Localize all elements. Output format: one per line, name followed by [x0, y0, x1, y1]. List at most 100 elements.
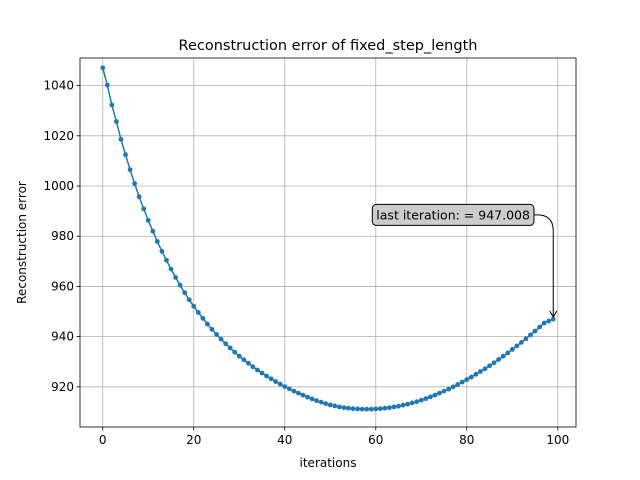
data-point: [350, 406, 356, 412]
data-point: [141, 206, 147, 212]
data-point: [400, 402, 406, 408]
data-point: [518, 340, 524, 345]
x-tick-label: 100: [546, 433, 569, 447]
data-point: [273, 379, 279, 384]
x-tick-label: 60: [368, 433, 383, 447]
data-point: [391, 404, 397, 410]
data-point: [441, 388, 447, 394]
data-point: [200, 315, 206, 321]
data-point: [100, 65, 106, 71]
data-point: [455, 382, 461, 387]
data-point: [250, 364, 256, 370]
data-point: [282, 384, 288, 389]
data-point: [377, 406, 383, 412]
data-point: [241, 357, 247, 363]
data-point: [150, 228, 156, 234]
data-point: [186, 297, 192, 303]
data-point: [173, 274, 178, 280]
y-axis-title: Reconstruction error: [15, 181, 29, 304]
data-point: [473, 371, 479, 377]
data-point: [236, 353, 242, 359]
data-point: [373, 406, 379, 412]
data-point: [168, 266, 174, 272]
data-point: [514, 343, 520, 349]
x-tick-label: 0: [99, 433, 107, 447]
data-point: [437, 390, 442, 396]
data-point: [418, 397, 424, 403]
y-axis-ticks: 920 940 960 980 1000 1020 1040: [43, 79, 80, 394]
x-tick-label: 80: [459, 433, 474, 447]
data-point: [227, 345, 233, 351]
data-point: [537, 324, 542, 330]
data-point: [468, 374, 474, 380]
data-point: [123, 152, 128, 158]
data-point: [327, 402, 333, 408]
data-point: [459, 379, 465, 385]
plot-frame: [79, 57, 577, 428]
data-point: [364, 406, 370, 412]
y-tick-label: 1000: [43, 179, 74, 193]
data-point: [104, 82, 110, 88]
data-point: [277, 381, 283, 387]
data-point: [109, 102, 115, 108]
y-tick-label: 980: [51, 229, 74, 243]
annotation-text: last iteration: = 947.008: [376, 207, 530, 222]
data-point: [132, 181, 138, 186]
data-point: [341, 405, 347, 411]
data-point: [427, 394, 433, 400]
data-point: [332, 403, 338, 409]
grid: [80, 58, 576, 427]
data-point: [314, 398, 320, 404]
data-point: [154, 239, 160, 244]
data-point: [482, 366, 488, 372]
data-point: [405, 401, 411, 407]
data-point: [127, 167, 133, 173]
data-point: [305, 394, 310, 400]
data-point: [414, 399, 420, 405]
data-point: [159, 248, 165, 254]
data-point: [550, 316, 556, 322]
y-tick-label: 920: [51, 380, 74, 394]
data-point: [164, 257, 169, 263]
data-point: [300, 392, 306, 398]
data-point: [232, 349, 238, 355]
y-tick-label: 1040: [43, 79, 74, 93]
data-point: [255, 367, 260, 373]
data-point: [382, 405, 388, 411]
data-point: [136, 194, 142, 200]
y-tick-label: 1020: [43, 129, 74, 143]
data-point: [286, 386, 292, 392]
data-point: [214, 331, 219, 337]
data-point: [268, 376, 274, 382]
y-tick-label: 960: [51, 279, 74, 293]
x-axis-ticks: 0 20 40 60 80 100: [99, 427, 569, 447]
data-point: [205, 321, 210, 327]
data-point: [505, 350, 511, 356]
data-point: [145, 218, 151, 223]
data-point: [496, 357, 502, 362]
data-point: [318, 399, 324, 405]
data-point: [450, 384, 456, 390]
data-point: [491, 360, 497, 366]
data-point: [118, 136, 124, 142]
annotation-arrow: [533, 214, 554, 318]
data-point: [487, 363, 492, 369]
annotation: last iteration: = 947.008: [371, 203, 558, 319]
data-point: [359, 406, 365, 412]
chart-title: Reconstruction error of fixed_step_lengt…: [179, 38, 478, 54]
data-point: [396, 403, 401, 409]
data-point: [223, 341, 229, 347]
data-point: [478, 369, 483, 374]
data-point: [355, 406, 360, 412]
data-point: [195, 310, 201, 315]
data-point: [309, 396, 315, 402]
data-point: [509, 347, 515, 352]
data-point: [323, 401, 329, 407]
plot-area: [80, 58, 576, 427]
data-point: [182, 290, 188, 296]
data-point: [346, 405, 351, 411]
data-point: [259, 370, 265, 376]
x-tick-label: 40: [277, 433, 292, 447]
data-point: [245, 360, 251, 366]
